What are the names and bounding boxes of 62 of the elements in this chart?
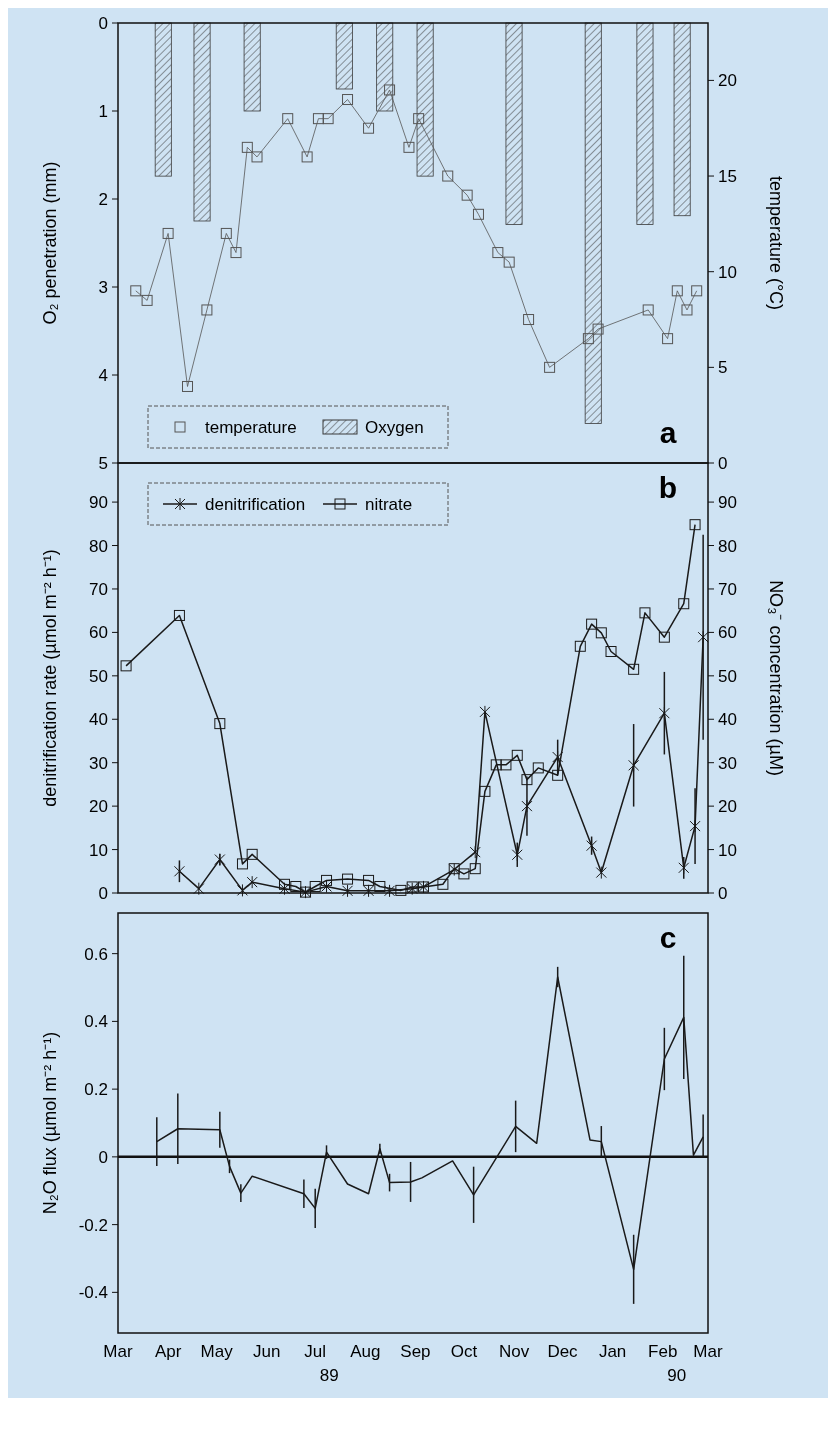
legend-label: temperature (205, 418, 297, 437)
y-tick-label: 0 (98, 884, 108, 903)
x-tick-label: Sep (400, 1342, 431, 1361)
y2-tick-label: 5 (718, 358, 728, 378)
y-tick-label: 20 (89, 797, 108, 817)
annotation: c (659, 921, 677, 954)
y-tick-label: -0.2 (78, 1215, 108, 1235)
y2-tick-label: 10 (718, 262, 737, 282)
y-tick-label: 1 (98, 102, 108, 121)
y-tick-label: 2 (98, 190, 108, 209)
annotation: b (658, 471, 678, 504)
legend-label: nitrate (365, 495, 413, 514)
y-axis-title: denitrification rate (µmol m⁻² h⁻¹) (40, 549, 60, 807)
x-tick-label: Feb 90 (648, 1342, 687, 1385)
x-tick-label: Mar (693, 1342, 723, 1361)
x-tick-label: Jul 89 (304, 1342, 339, 1385)
x-tick-label: Apr (154, 1342, 182, 1361)
y-tick-label: 60 (89, 623, 108, 643)
legend-label: denitrification (205, 495, 306, 514)
annotation: a (659, 416, 677, 449)
y2-tick-label: 60 (718, 623, 737, 643)
y2-tick-label: 30 (718, 753, 737, 773)
x-tick-label: Jan (598, 1342, 627, 1361)
y-axis-title: N₂O flux (µmol m⁻² h⁻¹) (40, 1031, 60, 1215)
x-tick-label: Aug (350, 1342, 381, 1361)
y2-tick-label: 15 (718, 167, 737, 187)
y-tick-label: 0.2 (84, 1080, 108, 1100)
x-tick-label: Mar (103, 1342, 133, 1361)
y-tick-label: 30 (89, 753, 108, 773)
y-tick-label: 0.4 (84, 1012, 108, 1032)
x-tick-label: Jun (253, 1342, 281, 1361)
y-tick-label: 3 (98, 278, 108, 297)
y-tick-label: 4 (98, 366, 108, 385)
y2-tick-label: 40 (718, 710, 737, 730)
y-tick-label: -0.4 (78, 1283, 108, 1303)
y2-tick-label: 20 (718, 71, 737, 91)
y2-tick-label: 50 (718, 666, 737, 686)
legend-label: Oxygen (365, 418, 424, 437)
x-tick-label: Nov (498, 1342, 530, 1361)
y-tick-label: 0.6 (84, 944, 108, 964)
y2-tick-label: 0 (718, 884, 728, 903)
y2-tick-label: 10 (718, 840, 737, 860)
y-tick-label: 40 (89, 710, 108, 730)
x-tick-label: Dec (547, 1342, 579, 1361)
y-tick-label: 0 (98, 14, 108, 33)
x-tick-label: Oct (450, 1342, 478, 1361)
y-axis-title: O₂ penetration (mm) (40, 161, 60, 325)
y2-axis-title: temperature (°C) (766, 175, 786, 311)
y2-tick-label: 20 (718, 797, 737, 817)
y-tick-label: 5 (98, 454, 108, 473)
y-tick-label: 10 (89, 840, 108, 860)
y-tick-label: 50 (89, 666, 108, 686)
y2-tick-label: 80 (718, 536, 737, 556)
y-tick-label: 70 (89, 579, 108, 599)
y-tick-label: 90 (89, 493, 108, 513)
y2-tick-label: 70 (718, 579, 737, 599)
y2-tick-label: 90 (718, 493, 737, 513)
y-tick-label: 80 (89, 536, 108, 556)
x-tick-label: May (200, 1342, 234, 1361)
y2-tick-label: 0 (718, 454, 728, 473)
y-tick-label: 0 (98, 1147, 108, 1167)
y2-axis-title: NO₃⁻ concentration (µM) (766, 580, 786, 776)
